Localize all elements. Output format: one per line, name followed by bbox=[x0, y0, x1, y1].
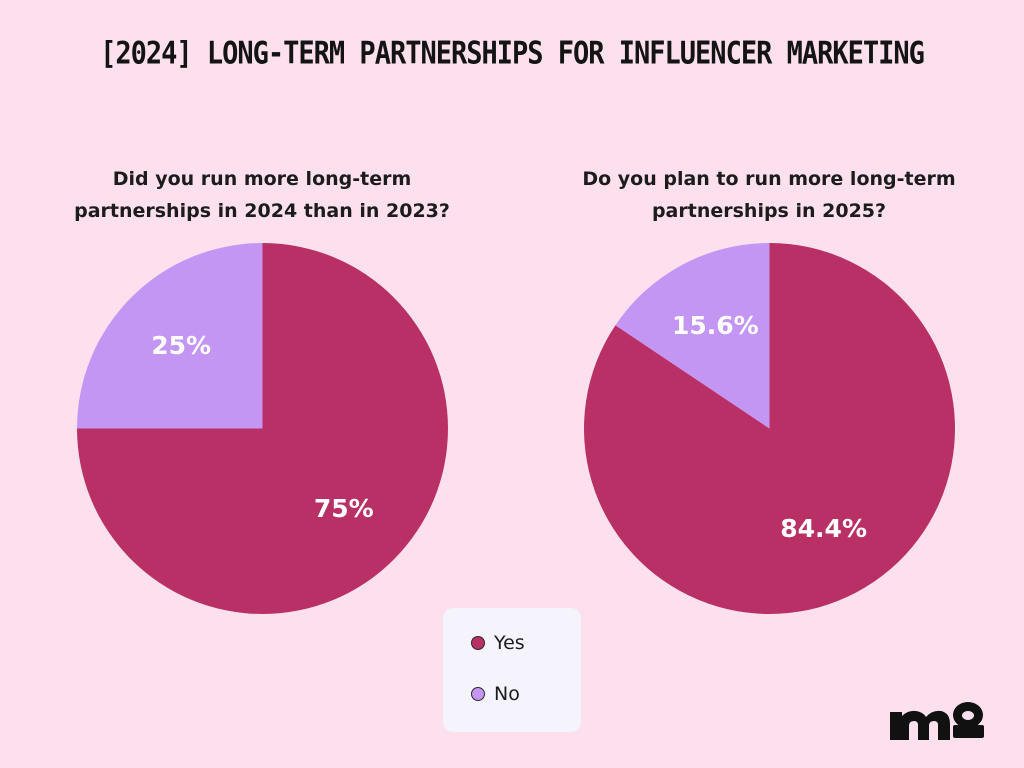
chart-left-title: Did you run more long-term partnerships … bbox=[74, 168, 450, 222]
slice-label-yes: 84.4% bbox=[780, 514, 867, 543]
chart-right-title: Do you plan to run more long-term partne… bbox=[582, 168, 956, 222]
pie-slice-no bbox=[77, 243, 263, 429]
legend-item-no: No bbox=[471, 683, 520, 705]
mo-logo-icon bbox=[890, 702, 984, 740]
legend-item-yes: Yes bbox=[471, 632, 525, 654]
pie-chart-2025: 84.4% 15.6% bbox=[584, 243, 955, 614]
pie-slice-no bbox=[615, 243, 770, 429]
legend-swatch-yes bbox=[471, 636, 485, 650]
pie-chart-2024: 75% 25% bbox=[77, 243, 448, 614]
legend-label-no: No bbox=[494, 683, 520, 705]
slice-label-yes: 75% bbox=[314, 494, 374, 523]
logo-glyphs bbox=[890, 702, 984, 740]
legend-swatch-no bbox=[471, 687, 485, 701]
page-title: [2024] LONG-TERM PARTNERSHIPS FOR INFLUE… bbox=[100, 35, 925, 72]
slice-label-no: 15.6% bbox=[672, 311, 759, 340]
legend: Yes No bbox=[443, 608, 581, 732]
slice-label-no: 25% bbox=[151, 331, 211, 360]
legend-label-yes: Yes bbox=[494, 632, 525, 654]
